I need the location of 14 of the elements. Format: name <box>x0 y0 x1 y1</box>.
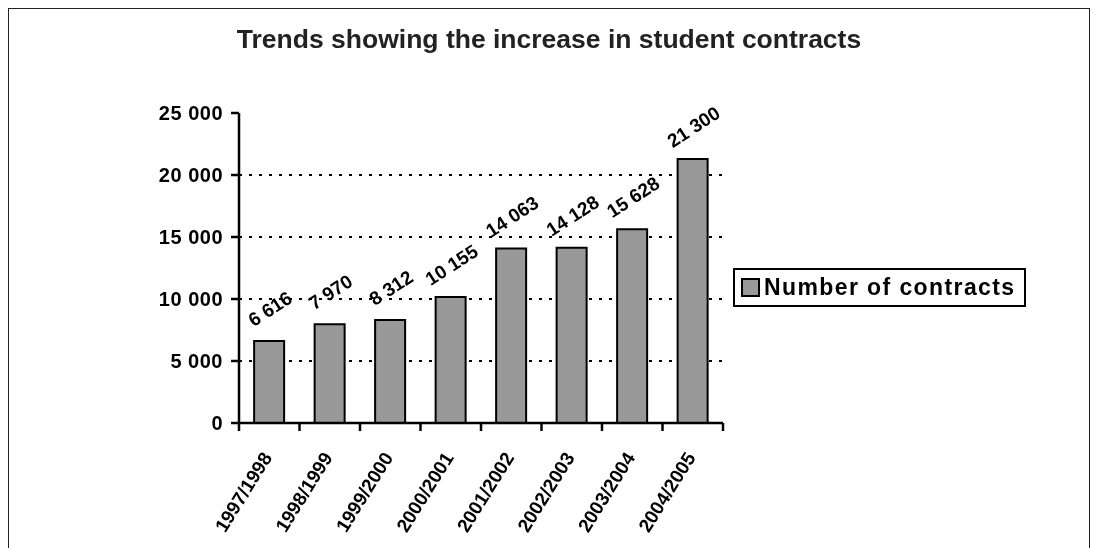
data-label: 14 128 <box>542 191 603 241</box>
chart-title: Trends showing the increase in student contracts <box>235 24 863 55</box>
y-tick-label: 0 <box>211 412 223 435</box>
data-label: 15 628 <box>603 172 664 222</box>
data-label: 14 063 <box>482 191 543 242</box>
legend-label: Number of contracts <box>764 274 1016 301</box>
data-label: 10 155 <box>421 240 483 290</box>
y-tick-label: 10 000 <box>158 288 223 311</box>
y-tick-label: 25 000 <box>158 102 223 125</box>
y-tick-label: 15 000 <box>158 226 223 249</box>
data-label: 6 616 <box>244 287 296 331</box>
data-label: 21 300 <box>663 102 724 152</box>
y-tick-label: 20 000 <box>158 164 223 187</box>
y-tick-label: 5 000 <box>170 350 223 373</box>
